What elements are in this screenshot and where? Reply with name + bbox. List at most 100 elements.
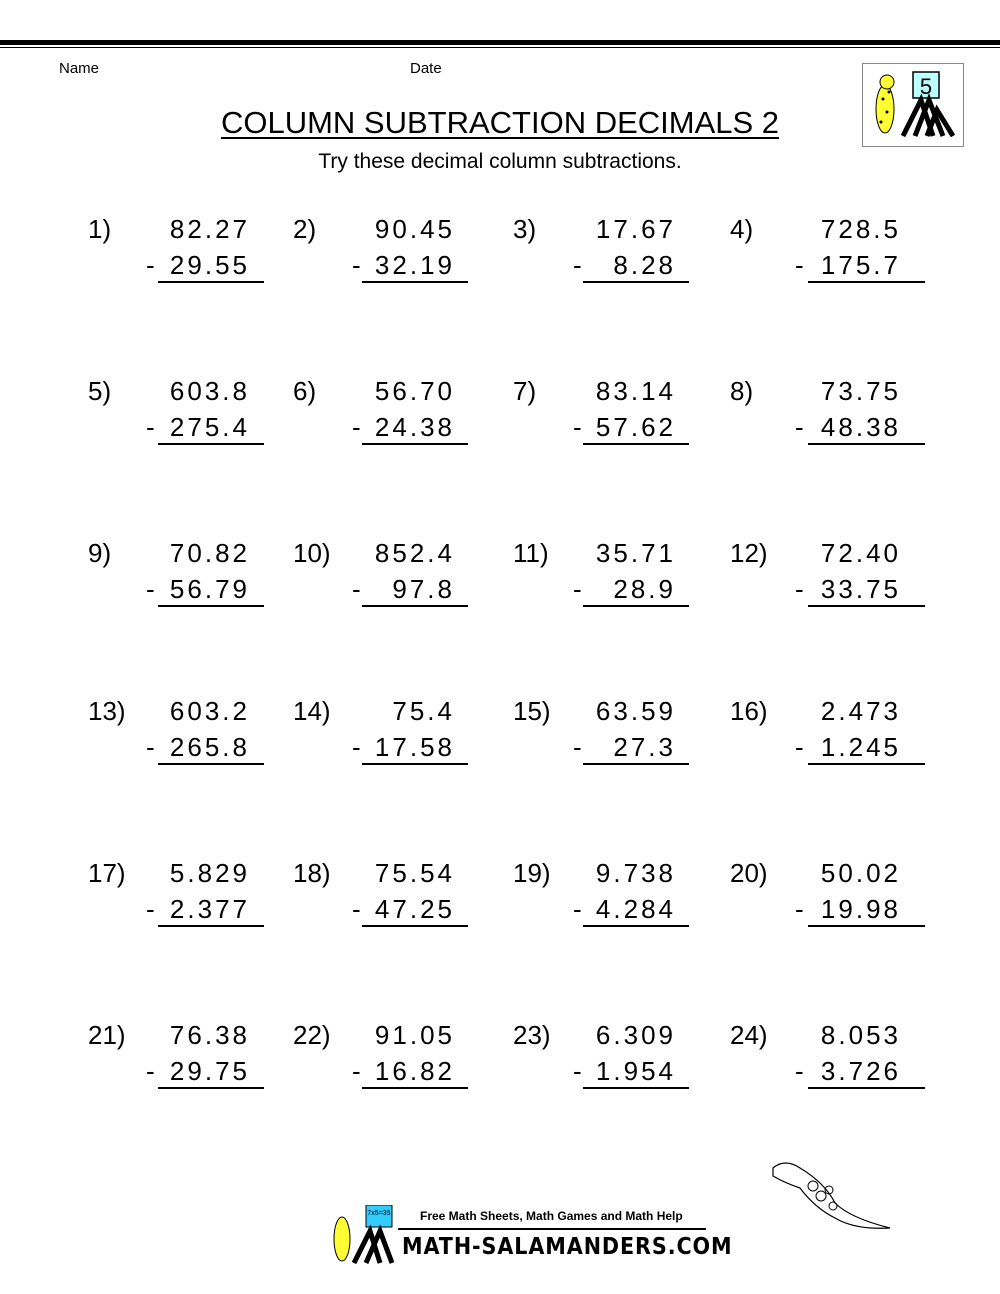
minus-sign: - xyxy=(573,574,582,604)
subtrahend: 56.79 xyxy=(169,574,250,604)
minuend: 17.67 xyxy=(595,214,676,244)
problem-number: 9) xyxy=(88,538,112,568)
problem-number: 13) xyxy=(88,696,126,726)
minuend: 728.5 xyxy=(820,214,901,244)
problem-number: 24) xyxy=(730,1020,768,1050)
minuend: 35.71 xyxy=(595,538,676,568)
answer-line xyxy=(583,763,689,765)
answer-line xyxy=(158,925,264,927)
minus-sign: - xyxy=(573,1056,582,1086)
minuend: 75.4 xyxy=(392,696,455,726)
subtrahend: 17.58 xyxy=(374,732,455,762)
top-rule xyxy=(0,40,1000,45)
minus-sign: - xyxy=(573,894,582,924)
page-title: COLUMN SUBTRACTION DECIMALS 2 xyxy=(0,105,1000,141)
minuend: 75.54 xyxy=(374,858,455,888)
minus-sign: - xyxy=(573,250,582,280)
subtrahend: 1.245 xyxy=(820,732,901,762)
answer-line xyxy=(158,1087,264,1089)
minuend: 73.75 xyxy=(820,376,901,406)
minuend: 8.053 xyxy=(820,1020,901,1050)
footer-logo-icon: 7x5=35 xyxy=(333,1205,395,1265)
subtrahend: 4.284 xyxy=(595,894,676,924)
answer-line xyxy=(808,763,925,765)
footer-tagline: Free Math Sheets, Math Games and Math He… xyxy=(420,1209,683,1223)
minuend: 90.45 xyxy=(374,214,455,244)
problem-number: 2) xyxy=(293,214,317,244)
subtrahend: 24.38 xyxy=(374,412,455,442)
subtrahend: 28.9 xyxy=(613,574,676,604)
subtrahend: 57.62 xyxy=(595,412,676,442)
subtrahend: 48.38 xyxy=(820,412,901,442)
answer-line xyxy=(362,281,468,283)
minus-sign: - xyxy=(146,574,155,604)
minus-sign: - xyxy=(146,894,155,924)
problem-number: 12) xyxy=(730,538,768,568)
answer-line xyxy=(158,763,264,765)
problem-number: 17) xyxy=(88,858,126,888)
minuend: 70.82 xyxy=(169,538,250,568)
answer-line xyxy=(808,443,925,445)
answer-line xyxy=(158,443,264,445)
minuend: 603.2 xyxy=(169,696,250,726)
answer-line xyxy=(362,763,468,765)
problem-number: 3) xyxy=(513,214,537,244)
minus-sign: - xyxy=(146,412,155,442)
problem-number: 22) xyxy=(293,1020,331,1050)
subtrahend: 265.8 xyxy=(169,732,250,762)
minuend: 6.309 xyxy=(595,1020,676,1050)
minus-sign: - xyxy=(795,732,804,762)
answer-line xyxy=(158,605,264,607)
salamander-drawing-icon xyxy=(772,1162,891,1229)
minuend: 56.70 xyxy=(374,376,455,406)
minus-sign: - xyxy=(795,250,804,280)
minus-sign: - xyxy=(573,732,582,762)
answer-line xyxy=(158,281,264,283)
problem-number: 14) xyxy=(293,696,331,726)
page-subtitle: Try these decimal column subtractions. xyxy=(318,150,682,173)
problem-number: 1) xyxy=(88,214,112,244)
minus-sign: - xyxy=(795,1056,804,1086)
subtrahend: 29.75 xyxy=(169,1056,250,1086)
problem-number: 8) xyxy=(730,376,754,406)
minus-sign: - xyxy=(352,412,361,442)
problem-number: 23) xyxy=(513,1020,551,1050)
subtrahend: 47.25 xyxy=(374,894,455,924)
name-label: Name xyxy=(59,60,100,77)
answer-line xyxy=(362,925,468,927)
minuend: 63.59 xyxy=(595,696,676,726)
minus-sign: - xyxy=(146,732,155,762)
minuend: 82.27 xyxy=(169,214,250,244)
answer-line xyxy=(362,605,468,607)
salamander-easel-icon: 5 xyxy=(875,71,956,138)
problem-number: 6) xyxy=(293,376,317,406)
answer-line xyxy=(583,443,689,445)
minus-sign: - xyxy=(352,574,361,604)
subtrahend: 97.8 xyxy=(392,574,455,604)
subtrahend: 16.82 xyxy=(374,1056,455,1086)
minus-sign: - xyxy=(352,250,361,280)
answer-line xyxy=(583,925,689,927)
subtrahend: 3.726 xyxy=(820,1056,901,1086)
title-text: COLUMN SUBTRACTION DECIMALS 2 xyxy=(220,105,780,140)
minuend: 76.38 xyxy=(169,1020,250,1050)
footer-rule xyxy=(398,1228,706,1230)
subtrahend: 275.4 xyxy=(169,412,250,442)
minus-sign: - xyxy=(352,732,361,762)
minuend: 9.738 xyxy=(595,858,676,888)
answer-line xyxy=(362,443,468,445)
answer-line xyxy=(583,1087,689,1089)
answer-line xyxy=(583,605,689,607)
minuend: 83.14 xyxy=(595,376,676,406)
minus-sign: - xyxy=(795,412,804,442)
footer-brand: MATH-SALAMANDERS.COM xyxy=(402,1234,733,1260)
minus-sign: - xyxy=(146,250,155,280)
grade-number: 5 xyxy=(920,74,932,99)
subtrahend: 8.28 xyxy=(613,250,676,280)
minus-sign: - xyxy=(352,894,361,924)
minuend: 72.40 xyxy=(820,538,901,568)
subtrahend: 2.377 xyxy=(169,894,250,924)
answer-line xyxy=(583,281,689,283)
minuend: 91.05 xyxy=(374,1020,455,1050)
problem-number: 11) xyxy=(513,538,549,568)
